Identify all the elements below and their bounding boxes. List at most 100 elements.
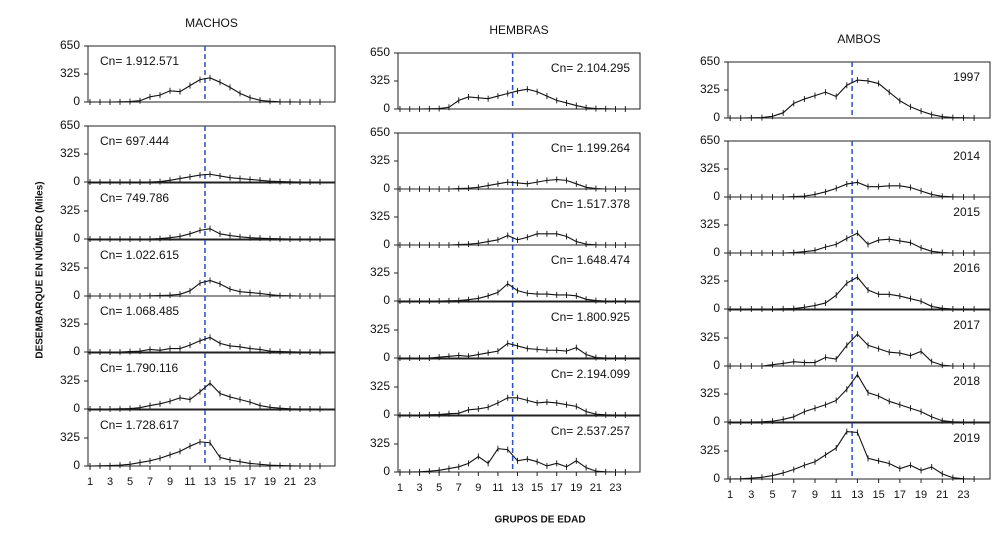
panel-frame <box>727 309 991 367</box>
y-tick-label: 325 <box>700 443 720 457</box>
y-tick-label: 0 <box>383 101 390 115</box>
x-tick-label: 21 <box>284 476 296 488</box>
panel-annotation: Cn= 697.444 <box>100 134 169 148</box>
y-tick-label: 0 <box>73 231 80 245</box>
x-tick-label: 21 <box>590 482 602 494</box>
panel-frame <box>727 196 991 254</box>
y-tick-label: 650 <box>370 45 390 59</box>
x-tick-label: 5 <box>127 476 133 488</box>
data-line <box>399 397 626 416</box>
panel-annotation: Cn= 1.068.485 <box>100 304 179 318</box>
y-tick-label: 325 <box>370 209 390 223</box>
panel-frame <box>727 365 991 423</box>
panel-frame <box>727 140 991 198</box>
panel-annotation: 2019 <box>953 431 980 445</box>
y-tick-label: 325 <box>60 430 80 444</box>
y-tick-label: 650 <box>60 38 80 52</box>
panel-annotation: Cn= 1.800.925 <box>551 310 630 324</box>
y-tick-label: 325 <box>370 379 390 393</box>
panel-annotation: Cn= 1.648.474 <box>551 253 630 267</box>
panel-frame <box>727 252 991 310</box>
panel-annotation: Cn= 1.199.264 <box>551 141 630 155</box>
data-line <box>90 228 320 240</box>
x-tick-label: 13 <box>204 476 216 488</box>
panel-annotation: Cn= 1.728.617 <box>100 418 179 432</box>
panel-annotation: Cn= 749.786 <box>100 191 169 205</box>
data-line <box>399 88 626 110</box>
y-tick-label: 325 <box>700 82 720 96</box>
y-tick-label: 650 <box>370 125 390 139</box>
x-tick-label: 5 <box>436 482 442 494</box>
x-tick-label: 3 <box>416 482 422 494</box>
x-tick-label: 19 <box>264 476 276 488</box>
y-tick-label: 0 <box>73 458 80 472</box>
x-tick-label: 13 <box>511 482 523 494</box>
panel-annotation: Cn= 1.022.615 <box>100 248 179 262</box>
y-tick-label: 325 <box>370 265 390 279</box>
x-tick-label: 11 <box>492 482 503 494</box>
x-tick-label: 17 <box>894 489 906 501</box>
panel-annotation: Cn= 2.537.257 <box>551 424 630 438</box>
data-line <box>399 448 626 473</box>
x-tick-label: 19 <box>915 489 927 501</box>
x-tick-label: 21 <box>936 489 948 501</box>
x-tick-label: 7 <box>456 482 462 494</box>
y-tick-label: 650 <box>700 54 720 68</box>
data-line <box>90 382 320 410</box>
y-tick-label: 0 <box>73 401 80 415</box>
panel-annotation: Cn= 1.912.571 <box>100 54 179 68</box>
y-tick-label: 0 <box>73 288 80 302</box>
panel-annotation: 2016 <box>953 261 980 275</box>
x-tick-label: 3 <box>107 476 113 488</box>
y-tick-label: 0 <box>383 464 390 478</box>
y-tick-label: 0 <box>713 110 720 124</box>
data-line <box>399 342 626 359</box>
x-tick-label: 15 <box>531 482 543 494</box>
data-line <box>730 373 975 423</box>
x-tick-label: 1 <box>727 489 733 501</box>
y-tick-label: 325 <box>60 260 80 274</box>
y-tick-label: 0 <box>713 245 720 259</box>
y-tick-label: 325 <box>700 161 720 175</box>
y-tick-label: 0 <box>383 407 390 421</box>
y-tick-label: 325 <box>60 316 80 330</box>
data-line <box>730 431 975 480</box>
panel-annotation: 1997 <box>953 70 980 84</box>
y-tick-label: 0 <box>73 94 80 108</box>
panel-frame <box>727 61 991 119</box>
y-tick-label: 0 <box>383 293 390 307</box>
column-title: AMBOS <box>837 32 880 46</box>
column-title: HEMBRAS <box>489 23 548 37</box>
y-tick-label: 0 <box>713 189 720 203</box>
y-tick-label: 325 <box>370 153 390 167</box>
data-line <box>90 336 320 353</box>
y-tick-label: 0 <box>383 181 390 195</box>
panel-annotation: 2014 <box>953 149 980 163</box>
panel-annotation: 2015 <box>953 205 980 219</box>
x-tick-label: 9 <box>475 482 481 494</box>
x-axis-label: GRUPOS DE EDAD <box>494 515 585 526</box>
y-tick-label: 0 <box>73 344 80 358</box>
y-tick-label: 325 <box>60 66 80 80</box>
x-tick-label: 15 <box>224 476 236 488</box>
data-line <box>730 232 975 254</box>
x-tick-label: 5 <box>769 489 775 501</box>
panel-annotation: 2018 <box>953 374 980 388</box>
y-tick-label: 650 <box>60 118 80 132</box>
y-tick-label: 325 <box>700 386 720 400</box>
panel-annotation: Cn= 1.517.378 <box>551 197 630 211</box>
x-tick-label: 23 <box>609 482 621 494</box>
y-tick-label: 0 <box>383 237 390 251</box>
x-tick-label: 15 <box>872 489 884 501</box>
y-tick-label: 325 <box>370 436 390 450</box>
column-title: MACHOS <box>185 16 238 30</box>
y-tick-label: 325 <box>60 203 80 217</box>
y-tick-label: 325 <box>60 373 80 387</box>
x-tick-label: 3 <box>748 489 754 501</box>
y-axis-label: DESEMBARQUE EN NÚMERO (Miles) <box>33 181 46 358</box>
y-tick-label: 325 <box>700 217 720 231</box>
x-tick-label: 17 <box>551 482 563 494</box>
y-tick-label: 0 <box>713 301 720 315</box>
x-tick-label: 7 <box>791 489 797 501</box>
